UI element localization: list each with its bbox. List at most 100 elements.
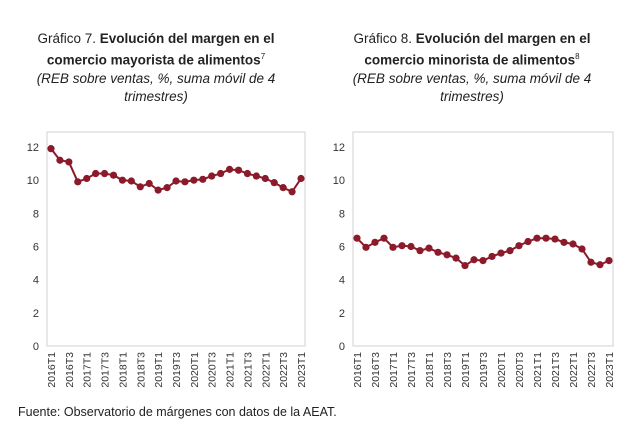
- data-point: [252, 172, 260, 180]
- y-tick-label: 4: [33, 275, 39, 287]
- data-point: [261, 174, 269, 183]
- data-point: [416, 247, 424, 255]
- data-point: [100, 169, 109, 178]
- title-text: Evolución del margen en el comercio mino…: [364, 31, 591, 68]
- y-tick-label: 10: [333, 175, 345, 187]
- data-point: [515, 242, 523, 250]
- x-tick-label: 2020T3: [514, 352, 526, 388]
- title-text: Evolución del margen en el comercio mayo…: [46, 31, 275, 68]
- data-point: [92, 169, 100, 178]
- plot-area: [352, 131, 614, 347]
- data-point: [407, 242, 415, 251]
- chart-8-title: Gráfico 8. Evolución del margen en el co…: [322, 30, 622, 106]
- data-point: [47, 145, 55, 153]
- x-tick-label: 2022T1: [568, 352, 580, 388]
- data-point: [118, 176, 127, 184]
- y-tick-label: 12: [333, 142, 345, 154]
- chart-7: 0 2 4 6 8 10 12 2016T1 2016T3 2017T1 2017T3 2018T1 2…: [27, 131, 308, 388]
- x-tick-label: 2016T1: [352, 352, 364, 388]
- x-tick-label: 2017T3: [406, 352, 418, 388]
- data-point: [208, 172, 216, 180]
- data-point: [136, 183, 144, 191]
- data-point: [380, 234, 388, 242]
- data-point: [461, 261, 469, 270]
- x-tick-label: 2020T3: [207, 352, 219, 388]
- data-point: [605, 256, 613, 265]
- data-point: [181, 178, 189, 186]
- data-point: [524, 237, 532, 246]
- data-point: [479, 256, 487, 265]
- plot-area: [46, 131, 306, 347]
- x-tick-label: 2018T1: [424, 352, 436, 388]
- data-point: [74, 178, 82, 186]
- x-tick-label: 2021T3: [550, 352, 562, 388]
- data-point: [83, 174, 91, 183]
- x-tick-label: 2016T3: [64, 352, 76, 388]
- x-tick-label: 2020T1: [189, 352, 201, 388]
- data-point: [163, 184, 171, 192]
- data-point: [506, 247, 514, 255]
- data-point: [551, 235, 559, 243]
- data-point: [217, 169, 225, 178]
- y-tick-label: 12: [27, 142, 39, 154]
- x-tick-label: 2016T1: [46, 352, 58, 388]
- x-tick-label: 2021T1: [532, 352, 544, 388]
- data-point: [425, 244, 433, 252]
- x-tick-label: 2017T1: [82, 352, 94, 388]
- data-point: [243, 169, 252, 178]
- x-tick-label: 2018T3: [135, 352, 147, 388]
- x-tick-label: 2018T1: [117, 352, 129, 388]
- y-tick-label: 8: [339, 208, 345, 220]
- x-tick-label: 2020T1: [496, 352, 508, 388]
- x-tick-label: 2019T1: [460, 352, 472, 388]
- source-note: Fuente: Observatorio de márgenes con dat…: [18, 405, 337, 419]
- y-tick-label: 0: [339, 341, 345, 353]
- x-tick-label: 2019T3: [171, 352, 183, 388]
- data-point: [578, 245, 586, 253]
- chart-7-title: Gráfico 7. Evolución del margen en el co…: [6, 30, 306, 106]
- data-point: [443, 251, 451, 259]
- x-tick-label: 2019T1: [153, 352, 165, 388]
- data-point: [56, 156, 64, 164]
- data-point: [199, 175, 207, 183]
- subtitle: (REB sobre ventas, %, suma móvil de 4 tr…: [352, 70, 592, 104]
- subtitle: (REB sobre ventas, %, suma móvil de 4 tr…: [36, 70, 276, 104]
- data-point: [434, 248, 442, 256]
- data-point: [190, 176, 198, 184]
- title-prefix: Gráfico 8.: [353, 31, 412, 46]
- data-point: [569, 240, 577, 248]
- data-point: [371, 238, 379, 246]
- footnote-ref: 8: [575, 52, 580, 61]
- data-point: [362, 243, 370, 251]
- data-point: [389, 243, 397, 251]
- data-point: [288, 188, 296, 196]
- data-point: [127, 177, 135, 185]
- data-point: [172, 177, 180, 185]
- data-point: [225, 165, 234, 173]
- x-tick-label: 2018T3: [442, 352, 454, 388]
- data-point: [279, 184, 287, 192]
- data-point: [154, 186, 162, 194]
- data-point: [353, 234, 361, 242]
- chart-8: 0 2 4 6 8 10 12 2016T1 2016T3 2017T1 2017T3 2018T1 2…: [333, 131, 616, 388]
- y-tick-label: 6: [33, 242, 39, 254]
- data-point: [470, 256, 478, 264]
- x-tick-label: 2019T3: [478, 352, 490, 388]
- data-point: [270, 179, 278, 187]
- y-tick-label: 4: [339, 275, 345, 287]
- data-point: [497, 249, 505, 257]
- x-tick-label: 2021T1: [225, 352, 237, 388]
- data-point: [587, 258, 595, 266]
- data-point: [542, 234, 550, 242]
- data-point: [65, 158, 73, 166]
- x-tick-label: 2017T3: [100, 352, 112, 388]
- y-tick-label: 6: [339, 242, 345, 254]
- data-point: [109, 171, 118, 179]
- x-tick-label: 2022T3: [278, 352, 290, 388]
- x-tick-label: 2016T3: [370, 352, 382, 388]
- x-tick-label: 2023T1: [296, 352, 308, 388]
- x-tick-label: 2021T3: [242, 352, 254, 388]
- data-point: [297, 174, 305, 183]
- data-point: [398, 242, 406, 250]
